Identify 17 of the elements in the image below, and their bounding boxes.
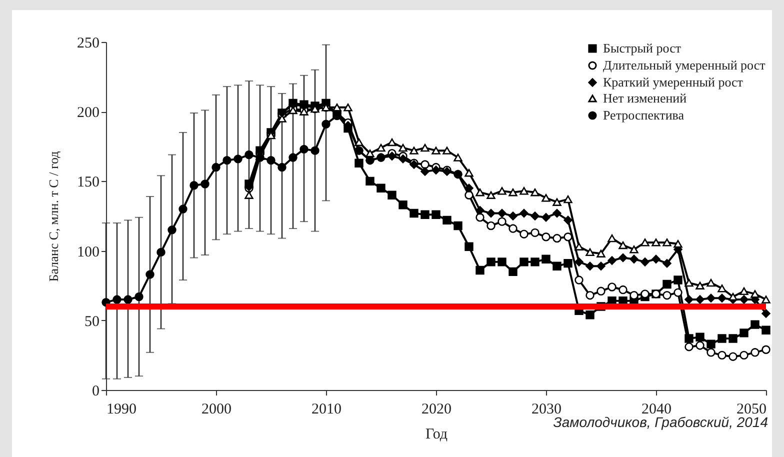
- y-tick-label: 100: [77, 244, 100, 260]
- x-axis-title: Год: [425, 426, 448, 442]
- legend-label: Краткий умеренный рост: [603, 74, 744, 90]
- y-tick-label: 250: [77, 36, 100, 52]
- legend-label: Нет изменений: [603, 90, 687, 106]
- x-tick-label: 2000: [202, 402, 232, 418]
- y-tick-label: 200: [77, 105, 100, 122]
- y-tick-label: 0: [92, 384, 100, 400]
- y-axis-title: Баланс С, млн. т С / год: [46, 150, 61, 282]
- y-tick-label: 50: [84, 314, 100, 330]
- x-tick-label: 2020: [422, 402, 452, 418]
- x-tick-label: 2010: [312, 402, 342, 418]
- legend-label: Быстрый рост: [603, 40, 682, 56]
- legend-label: Ретроспектива: [603, 108, 684, 122]
- y-tick-label: 150: [77, 174, 100, 191]
- x-tick-label: 1990: [106, 402, 136, 418]
- legend-label: Длительный умеренный рост: [603, 58, 766, 72]
